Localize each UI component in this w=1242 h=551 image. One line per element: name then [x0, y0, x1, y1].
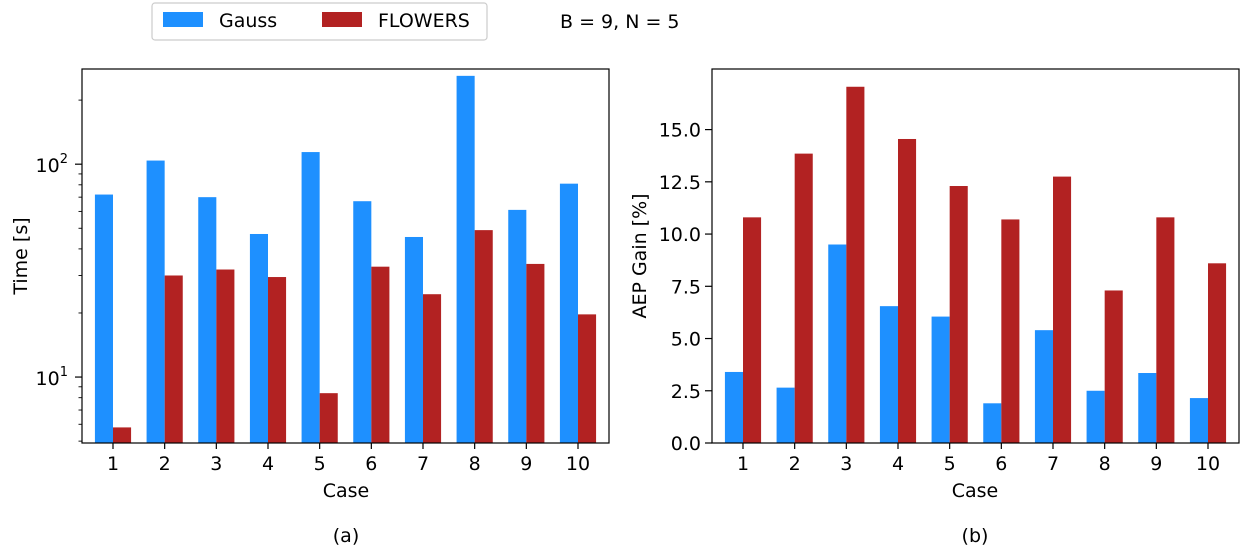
panel-a-xtick-label-3: 3	[210, 453, 222, 475]
legend-label-gauss: Gauss	[219, 10, 277, 32]
panel-b-ylabel: AEP Gain [%]	[629, 193, 651, 318]
panel-a-xtick-label-7: 7	[417, 453, 429, 475]
panel-b-xlabel: Case	[952, 480, 999, 502]
panel-b-axes: 1 2 3 4 5 6 7 8 9 10 0.0 2.5 5.0 7.5 10.0 12.5 15.0	[659, 120, 1220, 475]
panel-b-xtick-label-4: 4	[892, 453, 904, 475]
panel-b-bar-flowers-case-5	[949, 186, 968, 443]
panel-b-bar-gauss-case-4	[879, 306, 898, 443]
panel-a-bar-flowers-case-5	[319, 393, 338, 443]
panel-a-bar-gauss-case-9	[508, 209, 527, 443]
panel-a-xtick-label-8: 8	[469, 453, 481, 475]
panel-b-xtick-label-7: 7	[1047, 453, 1059, 475]
panel-b-bar-gauss-case-5	[931, 316, 950, 443]
panel-b-frame	[711, 68, 1240, 444]
panel-b-xtick-label-2: 2	[789, 453, 801, 475]
panel-b-bar-flowers-case-8	[1104, 290, 1123, 443]
panel-a-xtick-label-4: 4	[262, 453, 274, 475]
panel-a-xtick-label-9: 9	[520, 453, 532, 475]
panel-b-bar-flowers-case-10	[1208, 263, 1227, 443]
panel-b-xtick-label-10: 10	[1196, 453, 1220, 475]
legend-label-flowers: FLOWERS	[378, 10, 470, 32]
panel-a-bar-flowers-case-2	[164, 275, 183, 443]
panel-b-bar-flowers-case-4	[898, 138, 917, 444]
panel-a-bar-flowers-case-6	[371, 266, 390, 443]
panel-b-bar-gauss-case-10	[1189, 398, 1208, 443]
panel-b-bar-flowers-case-7	[1053, 176, 1072, 443]
panel-b-bar-flowers-case-2	[794, 153, 813, 443]
panel-a-bar-gauss-case-2	[146, 160, 165, 443]
panel-b-bar-flowers-case-6	[1001, 219, 1020, 443]
panel-a-bar-flowers-case-9	[526, 263, 545, 443]
panel-b-ytick-label-7.5: 7.5	[671, 276, 701, 298]
legend-frame	[151, 2, 488, 41]
panel-a-bar-gauss-case-6	[353, 201, 372, 443]
legend: Gauss FLOWERS	[151, 2, 488, 41]
panel-a-bar-gauss-case-3	[198, 197, 217, 443]
panel-a-time-chart: 1 2 3 4 5 6 7 8 9 10 101 102 Time [s] Case (a)	[10, 68, 610, 547]
panel-a-bar-gauss-case-8	[456, 75, 475, 443]
panel-a-ylabel: Time [s]	[10, 217, 32, 295]
panel-a-ytick-label-10^2: 102	[36, 152, 68, 177]
panel-a-bar-flowers-case-3	[216, 269, 235, 443]
panel-a-xtick-label-5: 5	[314, 453, 326, 475]
panel-b-ytick-label-0.0: 0.0	[671, 433, 701, 455]
parameter-annotation: B = 9, N = 5	[560, 11, 680, 33]
panel-b-bar-flowers-case-9	[1156, 217, 1175, 443]
panel-b-bar-gauss-case-7	[1034, 330, 1053, 443]
panel-b-bar-flowers-case-1	[743, 217, 762, 443]
panel-b-xtick-label-8: 8	[1099, 453, 1111, 475]
panel-b-bar-gauss-case-1	[724, 371, 743, 443]
legend-swatch-flowers	[322, 12, 362, 27]
panel-a-bar-gauss-case-1	[94, 194, 113, 443]
panel-a-bars	[94, 75, 597, 444]
panel-a-ytick-label-10^1: 101	[36, 365, 68, 390]
panel-a-xtick-label-6: 6	[365, 453, 377, 475]
panel-a-bar-gauss-case-10	[559, 183, 578, 444]
panel-b-xtick-label-5: 5	[944, 453, 956, 475]
panel-b-bar-gauss-case-2	[776, 387, 795, 443]
panel-a-axes: 1 2 3 4 5 6 7 8 9 10 101 102	[36, 99, 590, 475]
panel-b-aep-chart: 1 2 3 4 5 6 7 8 9 10 0.0 2.5 5.0 7.5 10.0 12.5 15.0 AEP …	[629, 68, 1240, 547]
panel-a-caption: (a)	[333, 525, 359, 547]
panel-b-bar-gauss-case-3	[828, 244, 847, 443]
panel-b-xtick-label-3: 3	[840, 453, 852, 475]
panel-b-xtick-label-1: 1	[737, 453, 749, 475]
panel-b-caption: (b)	[962, 525, 989, 547]
panel-b-ytick-label-5.0: 5.0	[671, 329, 701, 351]
panel-a-xlabel: Case	[323, 480, 370, 502]
panel-b-bar-flowers-case-3	[846, 86, 865, 443]
legend-swatch-gauss	[163, 12, 203, 27]
panel-a-bar-flowers-case-10	[578, 314, 597, 443]
panel-b-ytick-label-10.0: 10.0	[659, 224, 701, 246]
panel-b-bars	[724, 86, 1227, 444]
panel-a-xtick-label-2: 2	[159, 453, 171, 475]
panel-a-bar-gauss-case-5	[301, 152, 320, 443]
panel-a-frame	[81, 68, 610, 444]
panel-b-bar-gauss-case-9	[1138, 373, 1157, 443]
panel-b-ytick-label-2.5: 2.5	[671, 381, 701, 403]
panel-b-xtick-label-6: 6	[995, 453, 1007, 475]
panel-a-bar-gauss-case-7	[404, 236, 423, 443]
panel-b-bar-gauss-case-6	[983, 403, 1002, 443]
panel-a-bar-gauss-case-4	[249, 233, 268, 443]
panel-a-bar-flowers-case-4	[268, 277, 287, 443]
panel-b-xtick-label-9: 9	[1150, 453, 1162, 475]
panel-b-ytick-label-12.5: 12.5	[659, 172, 701, 194]
panel-a-bar-flowers-case-1	[113, 427, 132, 443]
panel-b-ytick-label-15.0: 15.0	[659, 120, 701, 142]
panel-a-xtick-label-10: 10	[566, 453, 590, 475]
panel-a-bar-flowers-case-8	[474, 230, 493, 443]
panel-a-bar-flowers-case-7	[423, 294, 442, 443]
panel-a-xtick-label-1: 1	[107, 453, 119, 475]
panel-b-bar-gauss-case-8	[1086, 390, 1105, 443]
